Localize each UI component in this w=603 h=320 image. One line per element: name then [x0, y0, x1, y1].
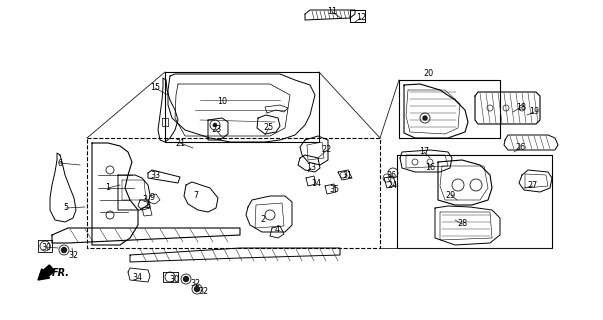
Text: 4: 4 [274, 226, 280, 235]
Text: 9: 9 [150, 193, 154, 202]
Text: 2: 2 [260, 215, 265, 225]
Text: 35: 35 [329, 186, 339, 195]
Text: 1: 1 [106, 183, 110, 193]
Text: 24: 24 [387, 180, 397, 189]
Text: 27: 27 [528, 181, 538, 190]
Text: 30: 30 [169, 276, 179, 284]
Circle shape [195, 286, 200, 292]
Circle shape [183, 276, 189, 282]
Circle shape [423, 116, 427, 120]
Text: 20: 20 [423, 69, 433, 78]
Text: 29: 29 [446, 190, 456, 199]
Text: 32: 32 [198, 287, 208, 297]
Text: 17: 17 [419, 148, 429, 156]
Text: 6: 6 [57, 158, 63, 167]
Text: 34: 34 [132, 274, 142, 283]
Text: 23: 23 [211, 125, 221, 134]
Circle shape [213, 123, 217, 127]
Text: 36: 36 [386, 172, 396, 180]
Text: 21: 21 [175, 139, 185, 148]
Text: 7: 7 [194, 190, 198, 199]
Circle shape [62, 247, 66, 252]
Text: 11: 11 [327, 7, 337, 17]
Text: FR.: FR. [52, 268, 70, 278]
Text: 13: 13 [306, 164, 316, 172]
Text: 33: 33 [150, 172, 160, 180]
Text: 25: 25 [264, 124, 274, 132]
Text: 15: 15 [150, 84, 160, 92]
Text: 8: 8 [145, 202, 151, 211]
Text: 28: 28 [457, 220, 467, 228]
FancyArrow shape [38, 265, 55, 280]
Text: 26: 26 [515, 143, 525, 153]
Text: 18: 18 [516, 102, 526, 111]
Text: 3: 3 [142, 195, 148, 204]
Text: 30: 30 [41, 243, 51, 252]
Text: 32: 32 [68, 251, 78, 260]
Text: 16: 16 [425, 164, 435, 172]
Text: 5: 5 [63, 204, 69, 212]
Text: 12: 12 [356, 13, 366, 22]
Text: 22: 22 [322, 146, 332, 155]
Text: 32: 32 [190, 278, 200, 287]
Text: 10: 10 [217, 98, 227, 107]
Text: 14: 14 [311, 179, 321, 188]
Text: 19: 19 [529, 108, 539, 116]
Text: 31: 31 [342, 171, 352, 180]
